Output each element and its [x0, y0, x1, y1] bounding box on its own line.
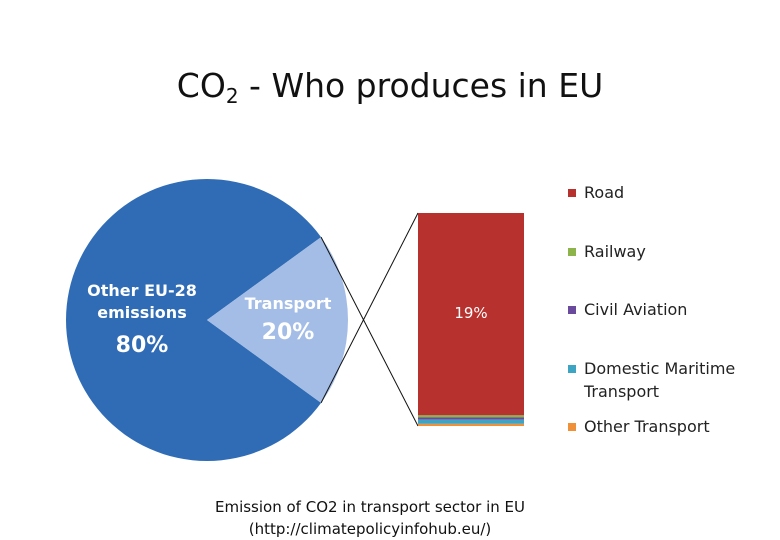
legend-item: Railway [568, 240, 774, 263]
legend-label: Road [584, 183, 625, 202]
bar-segment [418, 423, 524, 426]
bar-segment [418, 415, 524, 418]
legend-label: Domestic Maritime Transport [584, 359, 736, 401]
pie-label: Other EU-28 emissions [87, 281, 197, 322]
caption-line: Emission of CO2 in transport sector in E… [214, 498, 526, 516]
legend-item: Road [568, 181, 774, 204]
pie-label: Transport [244, 294, 332, 313]
pie-value-label: 80% [115, 333, 169, 358]
chart-title: CO2 - Who produces in EU [0, 66, 780, 108]
legend-item: Other Transport [568, 415, 774, 438]
bar-segment [418, 417, 524, 420]
pie-value-label: 20% [261, 320, 315, 345]
title-rest: - Who produces in EU [249, 66, 604, 105]
title-subscript: 2 [225, 84, 239, 108]
legend-label: Civil Aviation [584, 300, 688, 319]
legend-swatch [568, 365, 576, 373]
bar-value-label: 19% [454, 304, 488, 323]
legend-swatch [568, 189, 576, 197]
legend-item: Civil Aviation [568, 298, 774, 321]
connector [320, 212, 419, 404]
legend-swatch [568, 248, 576, 256]
bar-segment [418, 213, 524, 416]
legend-label: Railway [584, 242, 646, 261]
legend-swatch [568, 423, 576, 431]
legend-item: Domestic Maritime Transport [568, 357, 774, 403]
title-main: CO [176, 66, 226, 105]
legend-label: Other Transport [584, 417, 710, 436]
pie-slice [66, 178, 322, 461]
connector [320, 236, 419, 427]
pie-slice [207, 237, 348, 403]
caption-line: (http://climatepolicyinfohub.eu/) [248, 520, 492, 538]
bar-segment [418, 419, 524, 424]
legend-swatch [568, 306, 576, 314]
